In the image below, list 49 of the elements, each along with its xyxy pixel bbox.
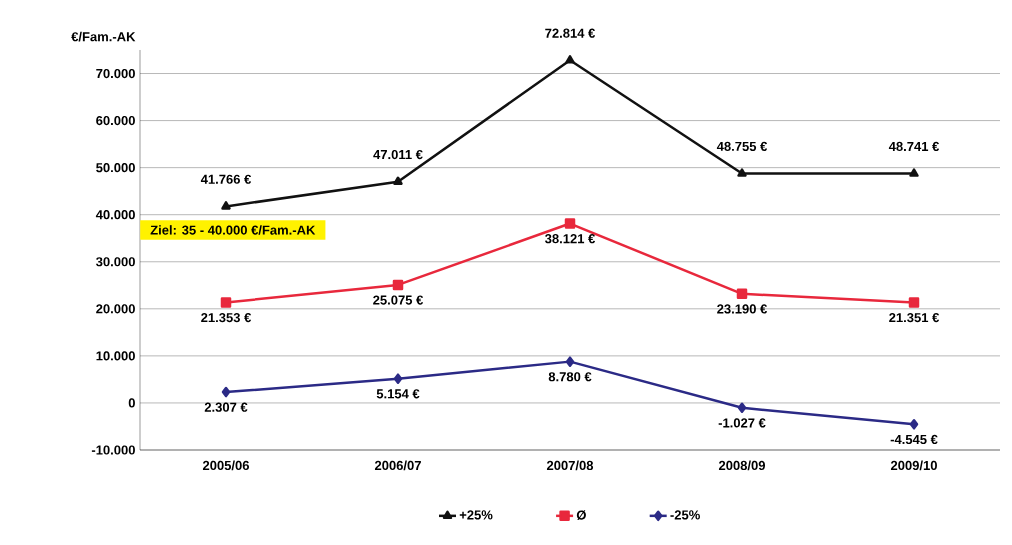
data-label: 47.011 € xyxy=(373,149,423,160)
point xyxy=(221,201,231,210)
point xyxy=(220,297,232,308)
x-tick-label: 2007/08 xyxy=(546,460,594,471)
point xyxy=(393,373,403,384)
data-label: 48.755 € xyxy=(716,141,768,151)
y-axis-title: €/Fam.-AK xyxy=(71,31,136,42)
data-label: -4.545 € xyxy=(890,434,938,445)
point xyxy=(909,168,919,177)
legend-label: +25% xyxy=(459,510,493,520)
y-tick-label: 70.000 xyxy=(96,68,135,79)
data-label: 48.741 € xyxy=(888,141,940,152)
point xyxy=(392,279,404,291)
point xyxy=(393,176,403,185)
data-label: 5.154 € xyxy=(376,389,420,399)
point xyxy=(565,356,575,367)
data-label: 38.121 € xyxy=(545,234,596,244)
point xyxy=(564,218,576,229)
data-label: 72.814 € xyxy=(545,28,596,38)
y-tick-label: 50.000 xyxy=(96,163,135,173)
x-tick-label: 2008/09 xyxy=(718,460,766,471)
x-tick-label: 2006/07 xyxy=(374,460,421,471)
data-label: 23.190 € xyxy=(717,304,768,314)
data-label: 25.075 € xyxy=(373,295,424,305)
point xyxy=(736,288,748,300)
y-tick-label: 10.000 xyxy=(96,351,135,361)
point xyxy=(565,55,575,64)
data-label: 21.351 € xyxy=(889,313,940,323)
legend-label: -25% xyxy=(670,510,700,520)
point xyxy=(909,419,919,430)
y-tick-label: 20.000 xyxy=(96,304,135,314)
point xyxy=(908,297,920,308)
y-tick-label: 30.000 xyxy=(96,257,135,267)
x-tick-label: 2009/10 xyxy=(890,460,937,471)
y-tick-label: 40.000 xyxy=(95,210,135,220)
legend-label: Ø xyxy=(576,510,586,520)
x-tick-label: 2005/06 xyxy=(202,460,250,471)
data-label: 2.307 € xyxy=(204,402,248,412)
y-tick-label: -10.000 xyxy=(91,445,135,455)
point xyxy=(221,386,231,398)
y-tick-label: 60.000 xyxy=(96,115,135,126)
point xyxy=(737,402,747,414)
data-label: 41.766 € xyxy=(200,174,252,184)
point xyxy=(737,168,747,177)
y-tick-label: 0 xyxy=(128,398,135,408)
data-label: -1.027 € xyxy=(718,418,766,428)
data-label: 21.353 € xyxy=(201,312,252,323)
annotation: Ziel: 35 - 40.000 €/Fam.-AK xyxy=(150,225,316,235)
data-label: 8.780 € xyxy=(548,372,592,382)
